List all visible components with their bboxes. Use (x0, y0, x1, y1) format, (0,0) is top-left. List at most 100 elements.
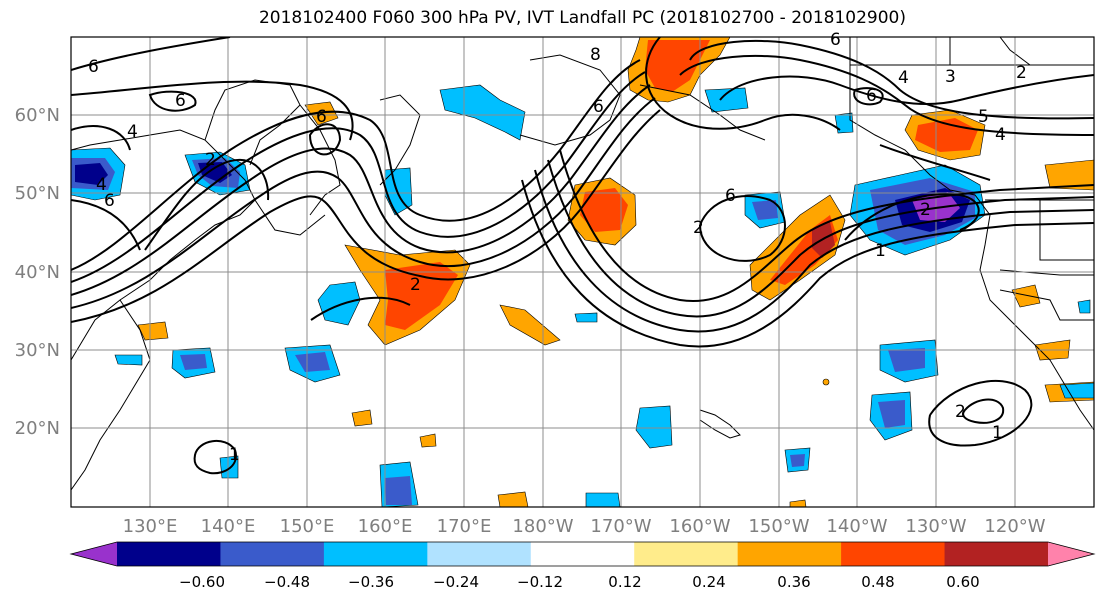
colorbar-tick-label: −0.24 (433, 573, 479, 591)
colorbar-extend-min (71, 542, 117, 566)
colorbar-tick-label: 0.60 (946, 573, 979, 591)
contour-label: 2 (205, 150, 216, 170)
lon-label: 130°E (123, 516, 178, 537)
lon-label: 150°E (280, 516, 335, 537)
contour-label: 6 (88, 57, 99, 77)
positive-anomaly-region (822, 378, 830, 386)
positive-anomaly-region (351, 409, 373, 427)
lon-label: 120°W (984, 516, 1045, 537)
contour-label-group: 6 6 4 6 4 6 2 2 8 6 4 3 2 6 5 4 6 2 1 2 … (88, 30, 1027, 465)
positive-anomaly-region (137, 321, 169, 341)
negative-anomaly-region (439, 84, 526, 141)
pv-contours (71, 37, 1094, 475)
contour-label: 8 (590, 45, 601, 65)
colorbar-tick-label: −0.12 (517, 573, 563, 591)
colorbar-segment (737, 542, 842, 566)
figure-title: 2018102400 F060 300 hPa PV, IVT Landfall… (258, 8, 906, 28)
lon-label: 140°E (201, 516, 256, 537)
colorbar-segment (841, 542, 946, 566)
contour-label: 2 (1016, 63, 1027, 83)
negative-anomaly-region (385, 476, 412, 505)
positive-anomaly-region (789, 499, 807, 507)
colorbar-extend-max (1048, 542, 1094, 566)
colorbar-outline (69, 541, 1096, 567)
colorbar-segments (71, 542, 1094, 566)
contour-label: 2 (410, 275, 421, 295)
contour-label: 4 (995, 125, 1006, 145)
negative-anomaly-region (180, 354, 207, 370)
contour-label: 6 (866, 86, 877, 106)
colorbar-segment (530, 542, 635, 566)
latitude-labels: 60°N 50°N 40°N 30°N 20°N (15, 105, 60, 439)
contour-label: 5 (978, 107, 989, 127)
contour-label: 1 (992, 423, 1003, 443)
contour-label: 4 (898, 68, 909, 88)
negative-anomaly-region (219, 455, 239, 479)
lon-label: 130°W (905, 516, 966, 537)
lat-label: 60°N (15, 105, 60, 126)
colorbar-segment (634, 542, 739, 566)
colorbar-tick-labels: −0.60 −0.48 −0.36 −0.24 −0.12 0.12 0.24 … (179, 573, 980, 591)
colorbar-segment (117, 542, 221, 566)
negative-anomaly-region (585, 492, 621, 507)
lon-label: 180°W (512, 516, 573, 537)
negative-anomaly-region (878, 400, 905, 428)
colorbar-segment (220, 542, 325, 566)
contour-label: 6 (104, 191, 115, 211)
lat-label: 30°N (15, 340, 60, 361)
negative-anomaly-region (635, 405, 673, 449)
positive-anomaly-core (645, 40, 710, 92)
contour-label: 6 (175, 91, 186, 111)
longitude-labels: 130°E 140°E 150°E 160°E 170°E 180°W 170°… (123, 516, 1046, 537)
positive-anomaly-core (812, 222, 835, 258)
colorbar: −0.60 −0.48 −0.36 −0.24 −0.12 0.12 0.24 … (69, 541, 1096, 591)
negative-anomaly-region (790, 454, 805, 467)
positive-anomaly-region (304, 101, 339, 126)
lat-label: 20°N (15, 418, 60, 439)
graticule (71, 37, 1094, 507)
negative-anomaly-region (114, 354, 143, 366)
lon-label: 160°E (358, 516, 413, 537)
negative-anomaly-region (888, 348, 925, 372)
lon-label: 160°W (669, 516, 730, 537)
lon-label: 140°W (826, 516, 887, 537)
positive-anomaly-region (1044, 159, 1094, 191)
positive-anomaly-region (499, 304, 561, 346)
lat-label: 40°N (15, 262, 60, 283)
map-frame (70, 36, 1095, 508)
colorbar-tick-label: 0.12 (608, 573, 641, 591)
negative-anomaly-region (704, 87, 749, 113)
contour-label: 6 (316, 107, 327, 127)
contour-label: 3 (945, 67, 956, 87)
contour-label: 6 (725, 186, 736, 206)
contour-label: 2 (693, 218, 704, 238)
contour-label: 1 (229, 445, 240, 465)
negative-anomaly-region (317, 281, 361, 326)
contour-label: 1 (875, 241, 886, 261)
colorbar-segment (427, 542, 532, 566)
contour-label: 4 (127, 122, 138, 142)
colorbar-tick-label: −0.48 (264, 573, 310, 591)
negative-anomaly-region (574, 312, 598, 323)
negative-anomaly-core (75, 163, 108, 185)
colorbar-tick-label: 0.48 (861, 573, 894, 591)
positive-anomaly-core (580, 188, 628, 232)
contour-label: 2 (920, 200, 931, 220)
colorbar-tick-label: 0.36 (777, 573, 810, 591)
positive-anomaly-region (1011, 284, 1041, 308)
negative-anomaly-region (295, 352, 330, 372)
lat-label: 50°N (15, 183, 60, 204)
negative-anomaly-region (752, 200, 778, 220)
negative-anomaly-region (1077, 299, 1091, 314)
negative-anomaly-region (1059, 382, 1094, 399)
colorbar-tick-label: −0.36 (348, 573, 394, 591)
colorbar-tick-label: 0.24 (692, 573, 725, 591)
positive-anomaly-region (497, 491, 529, 507)
colorbar-tick-label: −0.60 (179, 573, 225, 591)
contour-label: 4 (96, 175, 107, 195)
lon-label: 170°E (437, 516, 492, 537)
contour-label: 6 (830, 30, 841, 50)
contour-label: 2 (955, 402, 966, 422)
lon-label: 170°W (590, 516, 651, 537)
